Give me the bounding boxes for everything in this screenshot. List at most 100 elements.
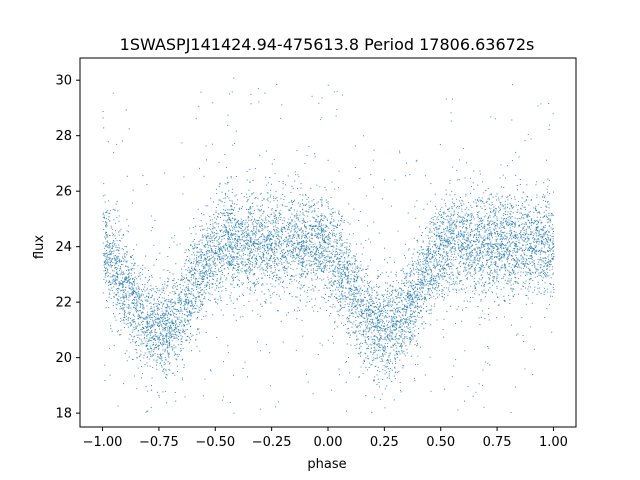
data-point xyxy=(292,260,294,262)
data-point xyxy=(465,243,467,245)
data-point xyxy=(408,263,410,265)
data-point xyxy=(321,229,322,230)
data-point xyxy=(250,250,252,252)
data-point xyxy=(175,346,177,348)
data-point xyxy=(530,220,532,221)
data-point xyxy=(297,234,299,236)
data-point xyxy=(181,276,183,278)
data-point xyxy=(106,252,108,254)
data-point xyxy=(233,258,235,260)
data-point xyxy=(439,294,440,296)
data-point xyxy=(329,257,331,259)
data-point xyxy=(376,374,378,376)
data-point xyxy=(331,221,333,223)
data-point xyxy=(221,258,223,260)
data-point xyxy=(446,219,448,221)
data-point xyxy=(429,282,431,284)
data-point xyxy=(361,312,363,314)
data-point xyxy=(230,244,232,246)
data-point xyxy=(262,233,264,235)
data-point xyxy=(171,306,173,308)
data-point xyxy=(285,230,287,232)
data-point xyxy=(120,300,122,302)
data-point xyxy=(302,245,304,247)
data-point xyxy=(344,295,346,297)
data-point xyxy=(342,268,344,270)
data-point xyxy=(181,320,183,322)
data-point xyxy=(317,268,319,270)
data-point xyxy=(377,325,379,327)
data-point xyxy=(318,289,320,291)
data-point xyxy=(171,321,173,323)
data-point xyxy=(466,258,468,260)
data-point xyxy=(415,268,417,270)
data-point xyxy=(481,285,482,287)
data-point xyxy=(305,242,307,243)
data-point xyxy=(209,224,211,225)
data-point xyxy=(468,271,470,273)
data-point xyxy=(139,307,141,309)
data-point xyxy=(449,218,451,220)
data-point xyxy=(394,323,396,325)
data-point xyxy=(263,256,265,258)
data-point xyxy=(131,292,133,294)
data-point xyxy=(161,308,163,310)
data-point xyxy=(161,357,163,359)
data-point xyxy=(194,225,196,227)
data-point xyxy=(110,266,112,268)
data-point xyxy=(200,251,202,253)
data-point xyxy=(427,287,429,289)
data-point xyxy=(360,293,362,295)
data-point xyxy=(360,345,362,347)
data-point xyxy=(135,299,137,301)
data-point xyxy=(339,254,340,255)
data-point xyxy=(234,307,236,309)
data-point xyxy=(470,297,471,298)
data-point xyxy=(283,253,285,255)
data-point xyxy=(147,390,149,392)
data-point xyxy=(263,247,265,249)
data-point xyxy=(355,312,357,314)
data-point xyxy=(142,312,144,314)
data-point xyxy=(181,377,183,379)
data-point xyxy=(257,248,259,250)
data-point xyxy=(410,274,412,276)
data-point xyxy=(209,235,211,237)
data-point xyxy=(126,175,128,177)
data-point xyxy=(277,265,279,267)
data-point xyxy=(426,266,428,268)
data-point xyxy=(424,280,426,282)
data-point xyxy=(133,268,135,270)
data-point xyxy=(211,283,213,285)
data-point xyxy=(481,247,483,249)
data-point xyxy=(394,367,396,369)
data-point xyxy=(535,233,537,235)
data-point xyxy=(164,330,166,332)
data-point xyxy=(220,216,221,218)
data-point xyxy=(321,263,323,265)
data-point xyxy=(102,117,104,119)
data-point xyxy=(501,243,502,245)
data-point xyxy=(482,269,484,271)
data-point xyxy=(273,212,275,214)
data-point xyxy=(532,241,534,243)
data-point xyxy=(333,261,335,263)
data-point xyxy=(254,258,256,260)
data-point xyxy=(137,315,139,317)
data-point xyxy=(548,275,550,277)
data-point xyxy=(340,219,342,221)
data-point xyxy=(169,322,170,324)
data-point xyxy=(445,238,447,240)
data-point xyxy=(483,284,485,285)
data-point xyxy=(312,251,314,253)
data-point xyxy=(499,177,501,179)
data-point xyxy=(445,269,447,271)
data-point xyxy=(227,260,229,262)
data-point xyxy=(505,250,507,252)
data-point xyxy=(266,192,268,194)
data-point xyxy=(205,244,207,245)
data-point xyxy=(516,263,518,265)
data-point xyxy=(276,276,278,278)
data-point xyxy=(340,238,342,240)
data-point xyxy=(514,280,516,282)
